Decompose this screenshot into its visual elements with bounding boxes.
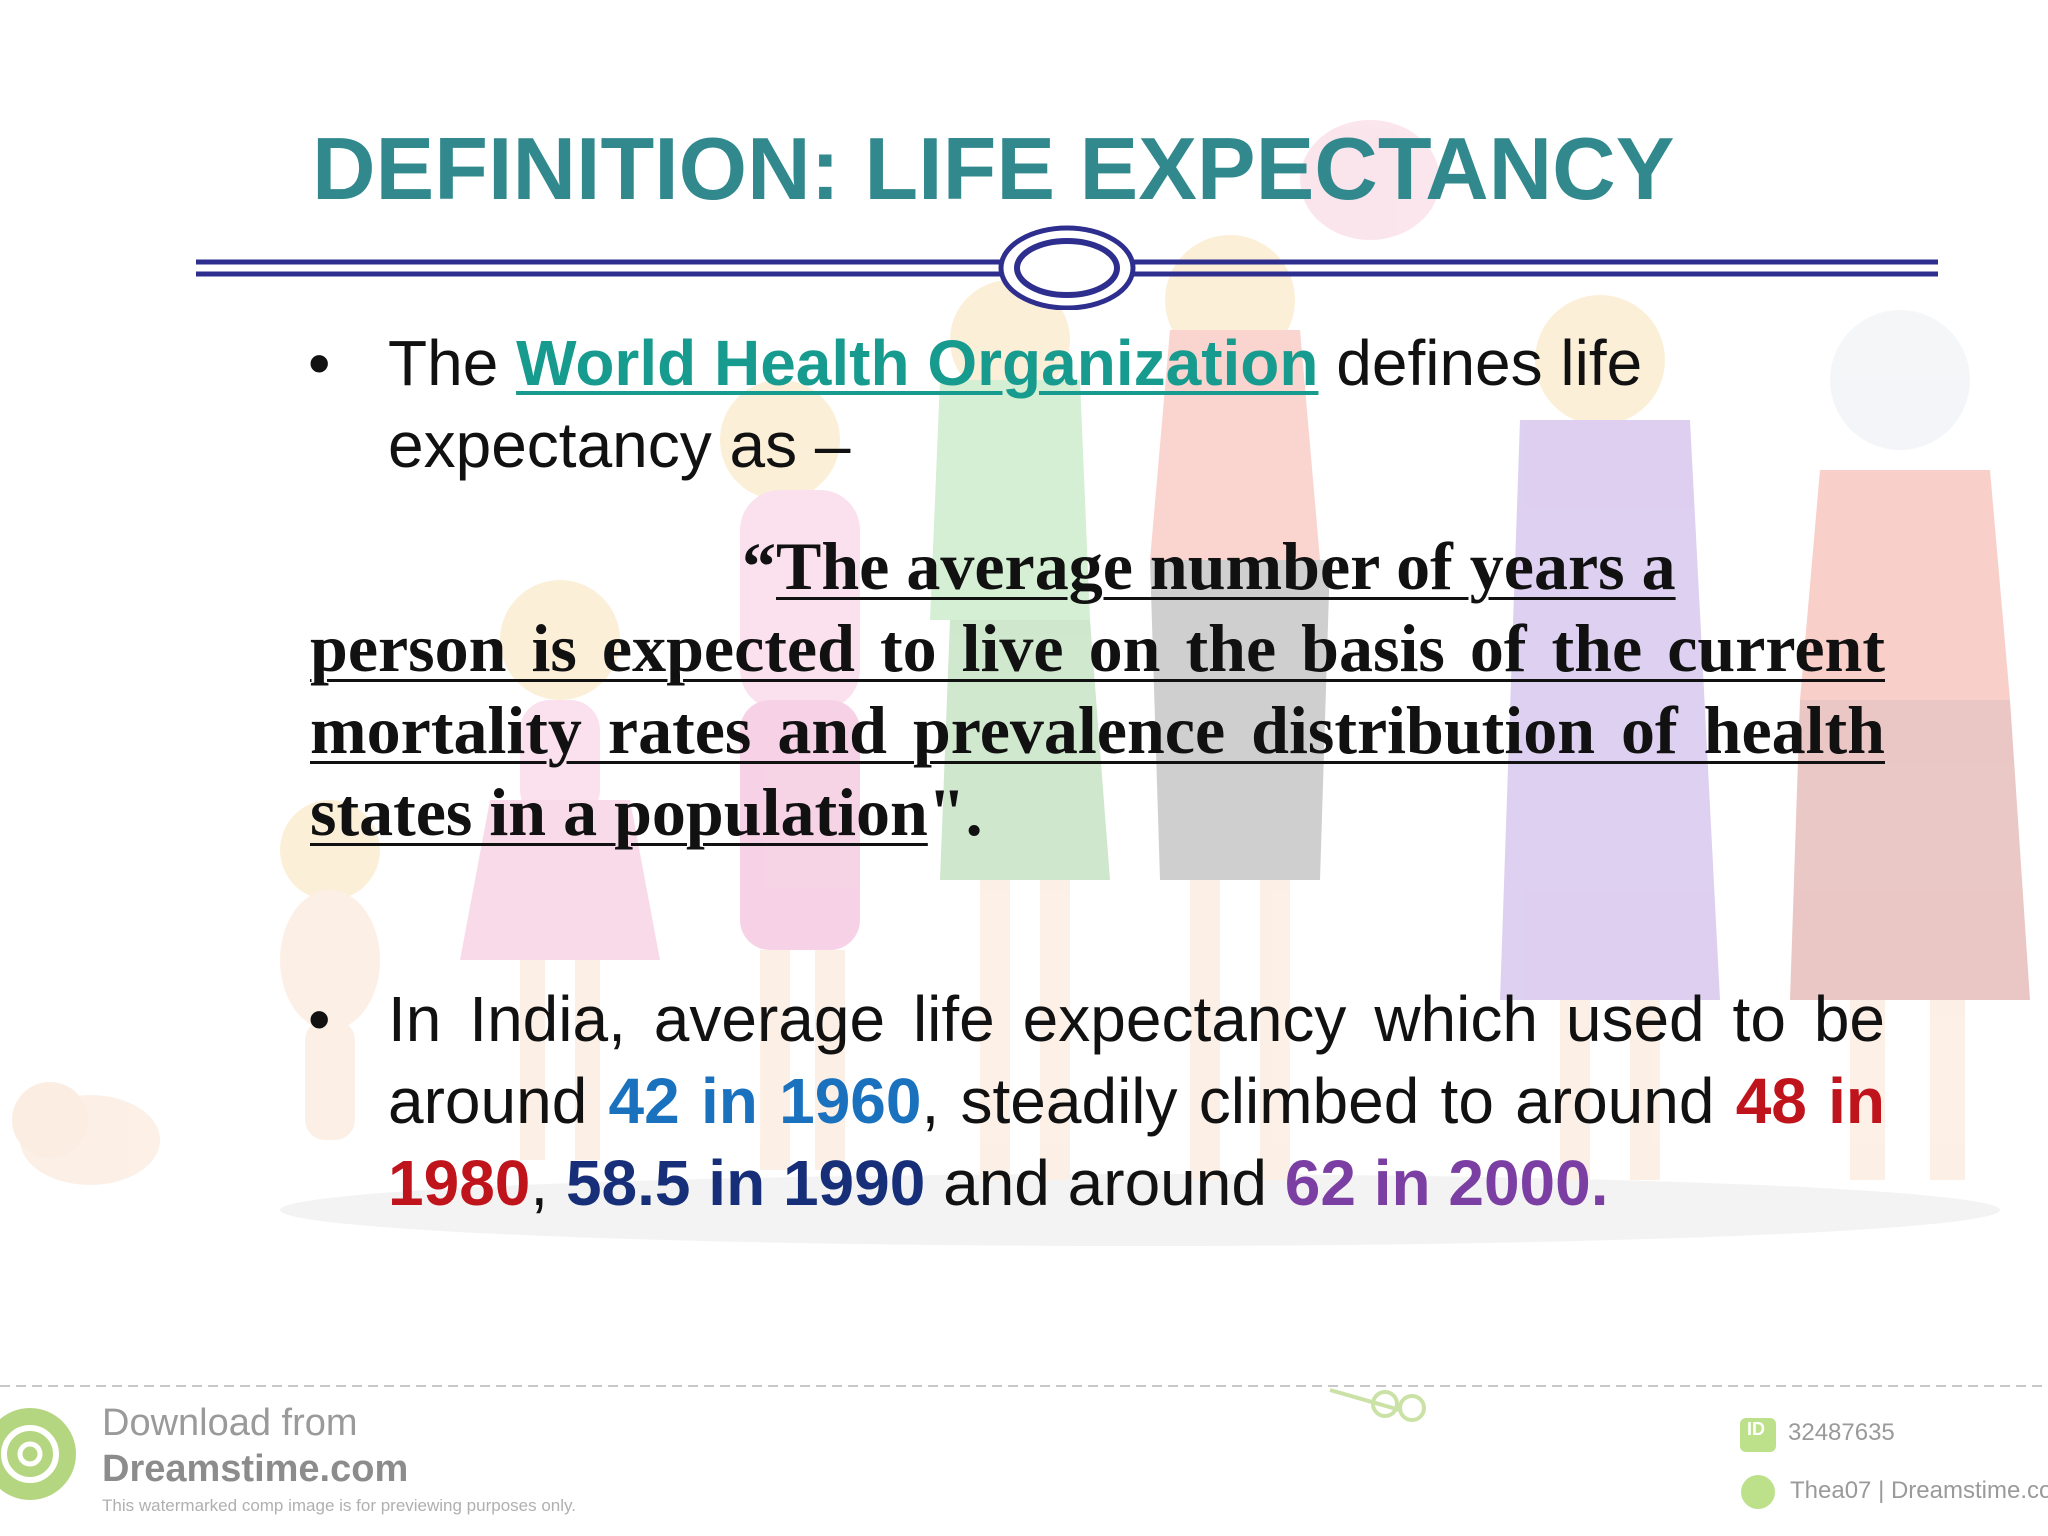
slide-title: DEFINITION: LIFE EXPECTANCY [312,119,1675,218]
scissors-icon [1329,1388,1426,1422]
bullet1-text-end: defines life expectancy as – [388,327,1643,481]
bullet1-text-start: The [388,327,517,399]
india-text-1: In India, average life expectancy which … [388,983,1885,1137]
india-text-2: , steadily climbed to around [921,1065,1736,1137]
bullet-india-stats: • In India, average life expectancy whic… [308,978,1885,1224]
quote-body: person is expected to live on the basis … [310,610,1885,850]
india-text-4: and around [925,1147,1285,1219]
watermark-credit: Thea07 | Dreamstime.com [1790,1477,2048,1504]
elderly-woman-figure [1790,310,2030,1180]
quote-first-line: “The average number of years a [310,525,1885,607]
watermark-disclaimer: This watermarked comp image is for previ… [102,1496,576,1515]
watermark-download-from: Download from [102,1402,358,1444]
photographer-badge-icon [1741,1475,1775,1509]
teen-figure [720,380,860,1170]
quote-close-mark: ". [927,774,983,850]
stat-1960: 42 in 1960 [608,1065,922,1137]
bullet-marker: • [308,983,331,1055]
toddler-figure [280,800,380,1140]
who-definition-quote: “The average number of years a person is… [310,525,1885,853]
watermark-site-name: Dreamstime.com [102,1448,409,1490]
woman-purple-figure [1500,295,1720,1180]
id-badge-icon [1740,1418,1776,1452]
dreamstime-logo-icon [0,1408,76,1500]
india-text-3: , [530,1147,566,1219]
watermark-id-label: ID [1747,1419,1765,1439]
watermark-id-value: 32487635 [1788,1419,1895,1446]
stat-2000: 62 in 2000. [1284,1147,1609,1219]
title-divider [196,225,1938,310]
watermark-image-id: ID 32487635 [1747,1419,1895,1447]
watermark-band [0,1382,2048,1536]
stat-1990: 58.5 in 1990 [565,1147,926,1219]
baby-figure [12,1082,160,1185]
stat-1980: 48 in 1980 [388,1065,1885,1219]
quote-body-block: person is expected to live on the basis … [310,607,1885,853]
quote-line1: The average number of years a [776,528,1676,604]
bullet-who-definition: • The World Health Organization defines … [308,322,1888,486]
young-woman-figure [930,280,1110,1180]
bullet-marker: • [308,327,331,399]
who-link[interactable]: World Health Organization [516,327,1319,399]
girl-figure [460,580,660,1160]
quote-open-mark: “ [742,528,776,604]
woman-red-figure [1150,120,1440,1180]
